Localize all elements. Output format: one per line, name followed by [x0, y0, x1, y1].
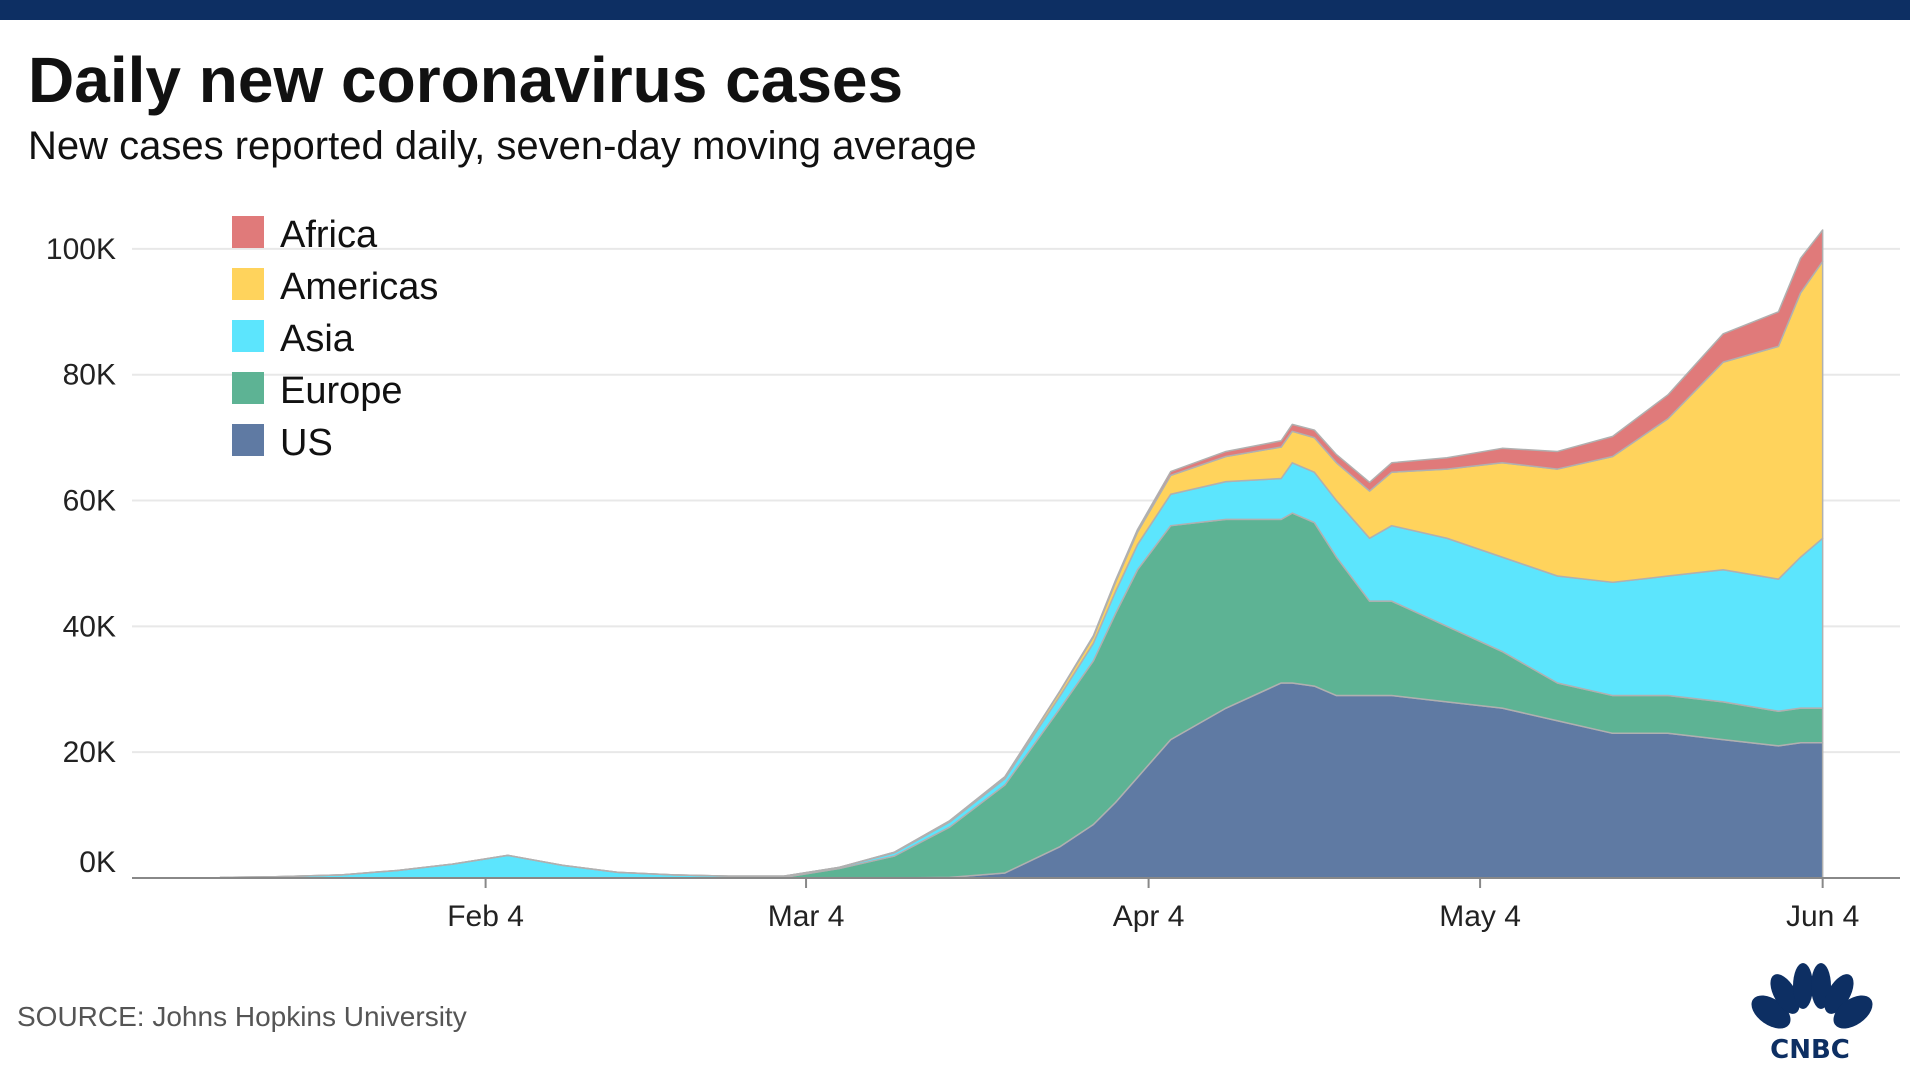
- legend-swatch-us: [232, 424, 264, 456]
- axes: 0K 20K 40K 60K 80K 100K Feb 4 Mar 4 Apr 4 May 4 Ju…: [46, 233, 1900, 933]
- y-tick-label: 20K: [63, 736, 116, 769]
- y-tick-label: 60K: [63, 485, 116, 518]
- y-tick-label: 0K: [79, 846, 116, 879]
- x-tick-label: Apr 4: [1113, 900, 1185, 933]
- x-tick-label: Feb 4: [447, 900, 524, 933]
- chart-subtitle: New cases reported daily, seven-day movi…: [28, 124, 977, 168]
- chart-title: Daily new coronavirus cases: [28, 44, 904, 116]
- area-series: [219, 229, 1824, 879]
- y-tick-label: 40K: [63, 610, 116, 643]
- legend-swatch-africa: [232, 216, 264, 248]
- legend-label-us: US: [280, 422, 333, 464]
- x-tick-label: Jun 4: [1786, 900, 1859, 933]
- svg-text:CNBC: CNBC: [1770, 1035, 1850, 1062]
- legend-label-americas: Americas: [280, 266, 438, 308]
- legend-swatch-asia: [232, 320, 264, 352]
- cnbc-peacock-logo: CNBC: [1751, 963, 1873, 1062]
- y-tick-label: 100K: [46, 233, 116, 266]
- x-tick-label: May 4: [1439, 900, 1521, 933]
- source-note: SOURCE: Johns Hopkins University: [17, 1001, 467, 1032]
- x-tick-label: Mar 4: [768, 900, 845, 933]
- legend-swatch-americas: [232, 268, 264, 300]
- legend-swatch-europe: [232, 372, 264, 404]
- legend-label-europe: Europe: [280, 370, 403, 412]
- area-africa: [219, 229, 1824, 879]
- y-tick-label: 80K: [63, 359, 116, 392]
- top-bar: [0, 0, 1910, 20]
- legend: Africa Americas Asia Europe US: [232, 214, 438, 464]
- legend-label-asia: Asia: [280, 318, 355, 360]
- legend-label-africa: Africa: [280, 214, 378, 256]
